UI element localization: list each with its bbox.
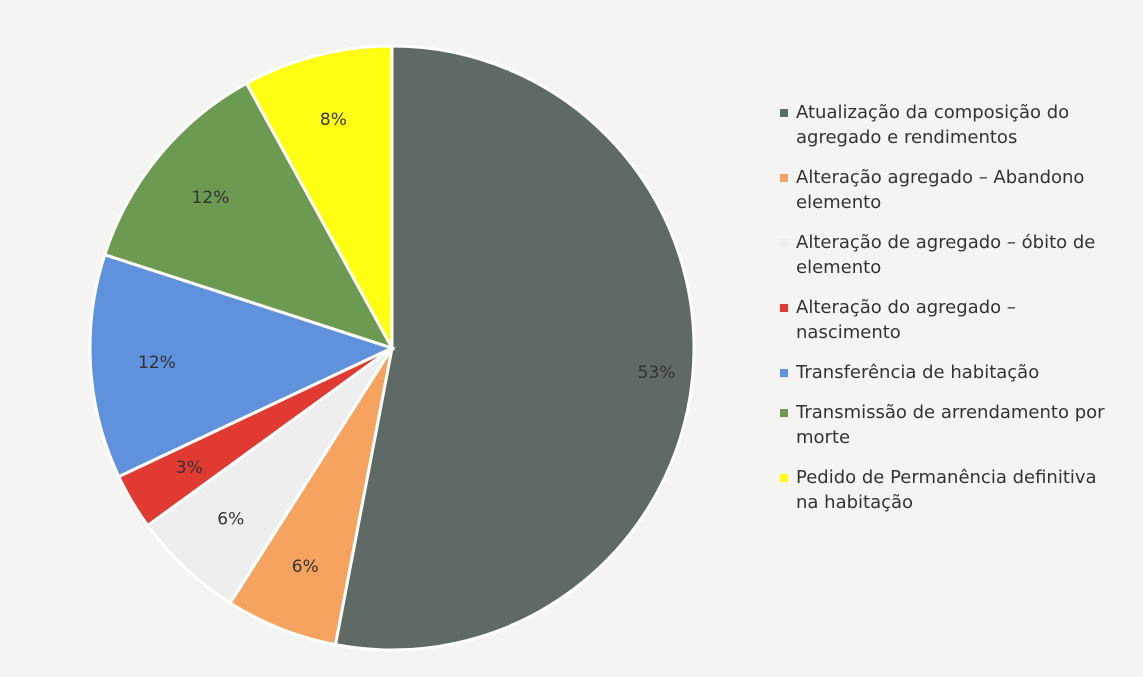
legend-swatch: [780, 239, 788, 247]
legend-swatch: [780, 369, 788, 377]
legend-item: Transferência de habitação: [780, 360, 1120, 385]
legend-swatch: [780, 409, 788, 417]
legend-label: Transferência de habitação: [796, 362, 1040, 383]
data-label: 6%: [217, 510, 244, 530]
legend-label: Alteração do agregado – nascimento: [796, 297, 1016, 343]
data-label: 12%: [192, 188, 230, 208]
data-label: 3%: [176, 458, 203, 478]
pie-slice: [333, 44, 696, 652]
legend-item: Atualização da composição do agregado e …: [780, 100, 1120, 150]
legend-swatch: [780, 174, 788, 182]
pie-slice: [244, 44, 394, 349]
data-label: 12%: [138, 353, 176, 373]
legend-item: Alteração do agregado – nascimento: [780, 295, 1120, 345]
legend-label: Alteração agregado – Abandono elemento: [796, 167, 1085, 213]
legend-swatch: [780, 304, 788, 312]
legend: Atualização da composição do agregado e …: [780, 100, 1120, 515]
data-label: 53%: [638, 363, 676, 383]
legend-label: Alteração de agregado – óbito de element…: [796, 232, 1096, 278]
pie-slice: [102, 81, 396, 351]
legend-swatch: [780, 474, 788, 482]
data-label: 6%: [292, 557, 319, 577]
data-label: 8%: [320, 110, 347, 130]
legend-label: Atualização da composição do agregado e …: [796, 102, 1070, 148]
pie-slice: [88, 252, 397, 479]
legend-item: Alteração de agregado – óbito de element…: [780, 230, 1120, 280]
legend-item: Transmissão de arrendamento por morte: [780, 400, 1120, 450]
legend-label: Transmissão de arrendamento por morte: [796, 402, 1105, 448]
legend-swatch: [780, 109, 788, 117]
legend-item: Pedido de Permanência definitiva na habi…: [780, 465, 1120, 515]
legend-item: Alteração agregado – Abandono elemento: [780, 165, 1120, 215]
legend-label: Pedido de Permanência definitiva na habi…: [796, 467, 1097, 513]
pie-area: 53% 6% 6% 3% 12% 12% 8%: [88, 44, 696, 652]
